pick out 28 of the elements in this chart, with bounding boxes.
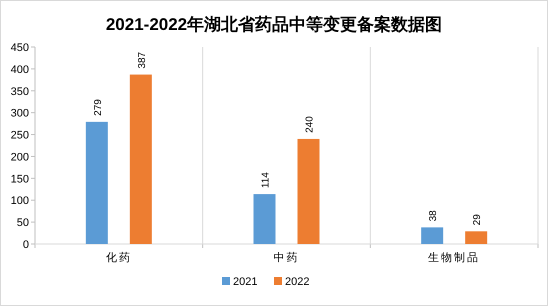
legend-label: 2021 [233, 276, 258, 288]
x-tick-label: 中药 [274, 251, 300, 264]
y-tick-label: 200 [10, 151, 29, 164]
data-label: 29 [472, 214, 484, 226]
y-tick-label: 250 [10, 130, 29, 142]
y-tick-label: 100 [10, 195, 29, 208]
bar [86, 122, 108, 244]
data-label: 114 [260, 172, 272, 188]
bar [130, 74, 152, 244]
bar [465, 231, 488, 244]
bar [298, 138, 320, 244]
x-tick-label: 生物制品 [428, 251, 480, 264]
data-label: 240 [304, 116, 316, 133]
data-label: 279 [92, 98, 104, 116]
y-tick-label: 150 [10, 173, 29, 186]
y-tick-label: 300 [10, 108, 29, 120]
chart-title: 2021-2022年湖北省药品中等变更备案数据图 [106, 14, 442, 34]
data-label: 38 [428, 210, 440, 222]
legend-label: 2022 [285, 276, 310, 288]
y-tick-label: 350 [10, 86, 29, 98]
bar [254, 194, 276, 244]
y-tick-label: 50 [16, 217, 29, 230]
y-tick-label: 0 [22, 239, 29, 251]
y-tick-label: 400 [10, 64, 29, 76]
y-tick-label: 450 [10, 42, 29, 54]
x-tick-label: 化药 [106, 251, 132, 264]
bar [421, 227, 444, 244]
data-label: 387 [136, 51, 148, 69]
